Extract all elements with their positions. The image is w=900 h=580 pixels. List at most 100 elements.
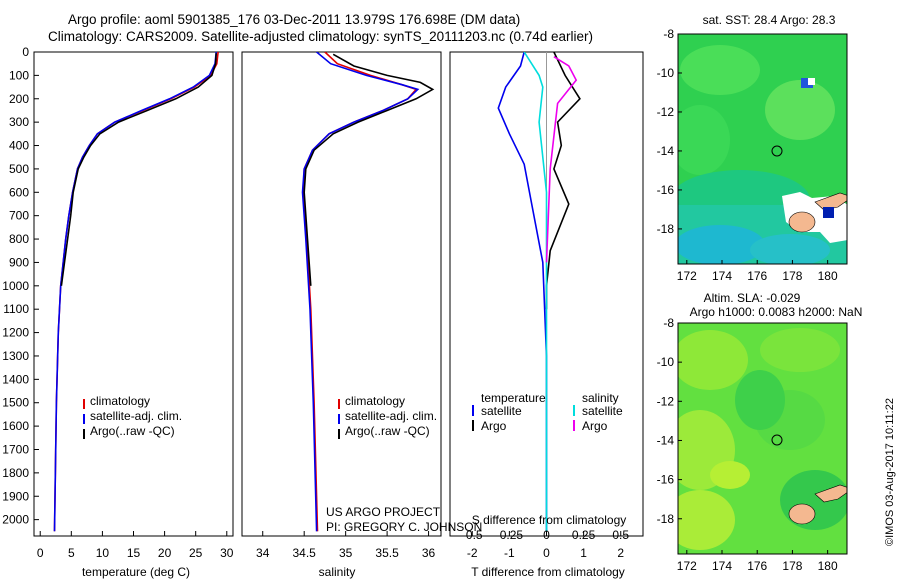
depth-ytick-label: 800 (9, 232, 29, 246)
difference-x2tick-label: -0.25 (496, 528, 524, 542)
depth-ytick-label: 2000 (2, 513, 29, 527)
legend-salinity-argo: Argo (582, 419, 608, 433)
sla-map-title-line2: Argo h1000: 0.0083 h2000: NaN (690, 305, 863, 319)
temperature-series-argo-raw-qc (60, 53, 217, 286)
temperature-axes-frame (33, 51, 234, 537)
salinity-legend-satellite: satellite-adj. clim. (345, 409, 437, 423)
temperature-xtick-label: 20 (158, 546, 172, 560)
difference-series-t-satellite (497, 52, 548, 532)
salinity-legend-climatology: climatology (345, 394, 405, 408)
sla-map-lat-label: -10 (657, 355, 675, 369)
sst-map-lat-label: -14 (657, 144, 675, 158)
difference-panel: -2 -1 0 1 2 -0.5 -0.25 0 0.25 0.5 S difference f… (449, 51, 644, 579)
temperature-xtick-label: 15 (127, 546, 141, 560)
sst-map-lon-label: 172 (677, 269, 697, 283)
depth-ytick-label: 300 (9, 115, 29, 129)
temperature-legend-climatology: climatology (90, 394, 150, 408)
salinity-legend-argo: Argo(..raw -QC) (345, 424, 430, 438)
difference-series-s-satellite (523, 52, 548, 532)
sst-map-lat-label: -18 (657, 222, 675, 236)
depth-ytick-label: 1700 (2, 442, 29, 456)
sla-map-lat-label: -18 (657, 512, 675, 526)
temperature-xlabel: temperature (deg C) (82, 565, 190, 579)
sst-map-lat-label: -16 (657, 183, 675, 197)
temperature-legend: climatology satellite-adj. clim. Argo(..… (83, 394, 182, 439)
sla-map-title-line1: Altim. SLA: -0.029 (704, 291, 801, 305)
sla-map-panel: Altim. SLA: -0.029 Argo h1000: 0.0083 h2… (657, 291, 863, 573)
salinity-xtick-label: 35.5 (375, 546, 399, 560)
difference-x2tick-label: -0.5 (462, 528, 483, 542)
depth-ytick-label: 1400 (2, 372, 29, 386)
sla-map-image (678, 323, 847, 554)
sla-map-frame (677, 322, 848, 555)
sla-map-lon-label: 178 (782, 559, 802, 573)
title-line-2: Climatology: CARS2009. Satellite-adjuste… (48, 29, 594, 44)
sla-map-lat-label: -16 (657, 473, 675, 487)
depth-ytick-label: 1100 (3, 302, 29, 316)
difference-x2tick-label: 0.25 (572, 528, 596, 542)
depth-ytick-label: 0 (22, 45, 29, 59)
salinity-panel: 34 34.5 35 35.5 36 salinity climatology sate… (241, 51, 482, 579)
difference-xtick-label: -1 (504, 546, 515, 560)
salinity-xtick-label: 34 (256, 546, 270, 560)
temperature-series-satellite-adj-clim (53, 52, 217, 532)
sst-map-frame (677, 33, 848, 265)
difference-series-t-argo (545, 52, 581, 310)
difference-legend: temperature satellite Argo salinity sate… (472, 391, 623, 433)
depth-ytick-label: 100 (9, 68, 29, 82)
legend-temperature-argo: Argo (481, 419, 507, 433)
legend-salinity-satellite: satellite (582, 404, 623, 418)
difference-s-label: S difference from climatology (472, 513, 627, 527)
credit-pi: PI: GREGORY C. JOHNSON (326, 520, 482, 534)
sst-map-lon-label: 180 (818, 269, 838, 283)
depth-ytick-label: 900 (9, 255, 29, 269)
sst-map-lon-label: 174 (712, 269, 732, 283)
difference-t-label: T difference from climatology (471, 565, 625, 579)
difference-xtick-label: 0 (543, 546, 550, 560)
difference-xtick-label: -2 (467, 546, 478, 560)
sla-map-lon-label: 174 (712, 559, 732, 573)
temperature-panel: 0 5 10 15 20 25 30 0 100 200 300 400 500 600 700 800 90… (2, 45, 233, 579)
temperature-legend-satellite: satellite-adj. clim. (90, 409, 182, 423)
sla-map-lat-label: -14 (657, 433, 675, 447)
sst-map-lon-label: 178 (782, 269, 802, 283)
temperature-xtick-label: 5 (68, 546, 75, 560)
difference-x2tick-label: 0 (543, 528, 550, 542)
legend-salinity-heading: salinity (582, 391, 619, 405)
temperature-xtick-label: 0 (37, 546, 44, 560)
sla-map-lat-label: -12 (657, 394, 675, 408)
salinity-xtick-label: 35 (339, 546, 353, 560)
depth-ytick-label: 1000 (2, 279, 29, 293)
temperature-xtick-label: 25 (189, 546, 203, 560)
salinity-series-argo-raw-qc (303, 53, 435, 286)
sst-map-lat-label: -12 (657, 105, 675, 119)
legend-temperature-satellite: satellite (481, 404, 522, 418)
salinity-series-satellite-adj-clim (301, 52, 420, 532)
temperature-xtick-label: 10 (96, 546, 110, 560)
difference-series-s-argo (545, 56, 578, 263)
sst-map-title: sat. SST: 28.4 Argo: 28.3 (703, 13, 836, 27)
depth-ytick-label: 400 (9, 139, 29, 153)
temperature-series-climatology (53, 52, 219, 532)
salinity-xtick-label: 36 (422, 546, 436, 560)
difference-x2tick-label: 0.5 (612, 528, 629, 542)
sst-map-lat-label: -10 (657, 66, 675, 80)
temperature-xtick-label: 30 (220, 546, 234, 560)
depth-ytick-label: 200 (9, 92, 29, 106)
salinity-axes-frame (241, 51, 442, 537)
salinity-xtick-label: 34.5 (293, 546, 317, 560)
difference-xtick-label: 2 (617, 546, 624, 560)
legend-temperature-heading: temperature (481, 391, 546, 405)
depth-ytick-label: 700 (9, 209, 29, 223)
depth-ytick-label: 1900 (2, 489, 29, 503)
sla-map-lat-label: -8 (663, 316, 674, 330)
salinity-legend: climatology satellite-adj. clim. Argo(..… (338, 394, 437, 439)
imos-timestamp: ©IMOS 03-Aug-2017 10:11:22 (884, 398, 896, 546)
depth-ytick-label: 1300 (2, 349, 29, 363)
depth-ytick-label: 1800 (2, 466, 29, 480)
sla-map-lon-label: 180 (818, 559, 838, 573)
temperature-legend-argo: Argo(..raw -QC) (90, 424, 175, 438)
sst-map-panel: sat. SST: 28.4 Argo: 28.3 172 174 176 178 18… (657, 13, 848, 283)
difference-xtick-label: 1 (580, 546, 587, 560)
